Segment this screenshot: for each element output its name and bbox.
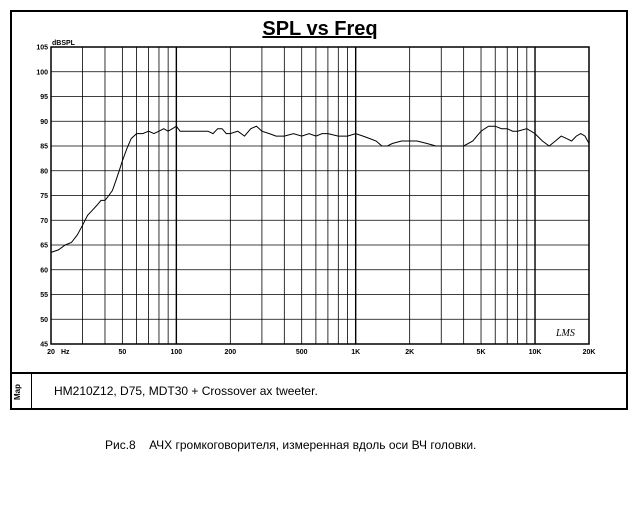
y-tick-label: 55 — [40, 292, 48, 299]
y-tick-label: 60 — [40, 267, 48, 274]
y-tick-label: 90 — [40, 119, 48, 126]
spl-chart: SPL vs Freq dBSPL 45 50 55 60 65 70 75 80 85 90 95… — [36, 18, 595, 357]
y-tick-label: 100 — [36, 69, 48, 76]
figure-number: Рис.8 — [105, 438, 136, 452]
figure-caption: Рис.8 АЧХ громкоговорителя, измеренная в… — [105, 438, 476, 452]
chart-title: SPL vs Freq — [262, 18, 377, 40]
x-tick-label: 20 — [47, 349, 55, 356]
x-tick-label: 10K — [529, 349, 542, 356]
legend-text: HM210Z12, D75, MDT30 + Crossover ax twee… — [54, 384, 318, 398]
grid — [50, 46, 590, 345]
y-tick-label: 105 — [36, 45, 48, 52]
x-tick-label: 500 — [296, 349, 308, 356]
y-tick-label: 50 — [40, 317, 48, 324]
y-tick-label: 75 — [40, 193, 48, 200]
legend-side-panel: Map — [10, 374, 32, 410]
x-tick-label: 20K — [583, 349, 596, 356]
legend: Map HM210Z12, D75, MDT30 + Crossover ax … — [10, 372, 628, 410]
lms-logo: LMS — [555, 328, 575, 339]
plot-area — [50, 46, 590, 345]
x-unit-label: Hz — [61, 349, 70, 356]
tick-labels: 45 50 55 60 65 70 75 80 85 90 95 100 105 20 50 100 200 50… — [36, 45, 595, 357]
x-tick-label: 2K — [405, 349, 414, 356]
y-tick-label: 85 — [40, 144, 48, 151]
x-tick-label: 50 — [118, 349, 126, 356]
y-tick-label: 80 — [40, 168, 48, 175]
y-tick-label: 70 — [40, 218, 48, 225]
x-tick-label: 200 — [224, 349, 236, 356]
y-tick-label: 65 — [40, 243, 48, 250]
x-tick-label: 1K — [351, 349, 360, 356]
x-tick-label: 100 — [171, 349, 183, 356]
x-tick-label: 5K — [477, 349, 486, 356]
legend-side-label: Map — [13, 384, 22, 400]
caption-text: АЧХ громкоговорителя, измеренная вдоль о… — [149, 438, 477, 452]
series-line — [50, 125, 590, 253]
y-axis-label: dBSPL — [52, 40, 76, 47]
y-tick-label: 45 — [40, 342, 48, 349]
chart-frame — [10, 10, 628, 410]
y-tick-label: 95 — [40, 94, 48, 101]
